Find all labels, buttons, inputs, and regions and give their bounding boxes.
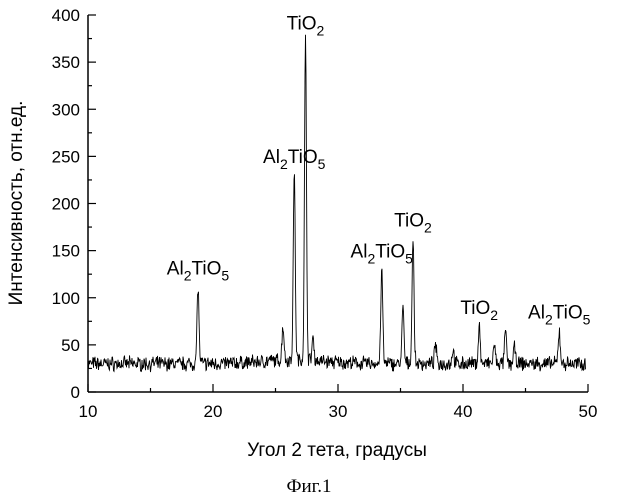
y-tick-label: 0 xyxy=(71,383,80,402)
peak-label: Al2TiO5 xyxy=(351,241,414,266)
peak-label: Al2TiO5 xyxy=(528,303,591,328)
y-tick-label: 50 xyxy=(61,336,80,355)
y-tick-label: 200 xyxy=(52,195,80,214)
peak-label-subscript: 2 xyxy=(317,22,325,38)
peak-label-subscript: 5 xyxy=(318,156,326,172)
peak-label-subscript: 2 xyxy=(545,312,553,328)
x-tick-label: 30 xyxy=(329,402,348,421)
y-tick-label: 250 xyxy=(52,147,80,166)
peak-label-subscript: 5 xyxy=(221,267,229,283)
plot-area xyxy=(88,35,586,372)
y-tick-label: 150 xyxy=(52,242,80,261)
x-tick-label: 50 xyxy=(579,402,598,421)
axes: 10 20 30 40 50 0 50 100 150 200 250 300 350 400 xyxy=(52,6,598,421)
peak-label: TiO2 xyxy=(394,210,432,235)
y-tick-label: 400 xyxy=(52,6,80,25)
peak-label-text: TiO xyxy=(375,241,405,262)
peak-label-text: TiO xyxy=(288,147,318,168)
y-tick-label: 300 xyxy=(52,100,80,119)
peak-label-text: TiO xyxy=(287,13,317,34)
y-axis-label: Интенсивность, отн.ед. xyxy=(6,101,27,306)
peak-label: TiO2 xyxy=(287,13,325,38)
peak-label: Al2TiO5 xyxy=(263,147,326,172)
y-tick-label: 100 xyxy=(52,289,80,308)
peak-label-subscript: 2 xyxy=(490,307,498,323)
peak-label-text: Al xyxy=(167,258,184,279)
x-axis-label: Угол 2 тета, градусы xyxy=(247,440,427,461)
peak-label-text: Al xyxy=(263,147,280,168)
peak-label-text: TiO xyxy=(553,303,583,324)
peak-label-subscript: 2 xyxy=(280,156,288,172)
y-tick-label: 350 xyxy=(52,53,80,72)
peak-label-subscript: 2 xyxy=(184,267,192,283)
series-line xyxy=(88,35,586,372)
peak-label-text: TiO xyxy=(460,298,490,319)
peak-annotations: Al2TiO5Al2TiO5TiO2Al2TiO5TiO2TiO2Al2TiO5 xyxy=(167,13,591,327)
peak-label-text: TiO xyxy=(192,258,222,279)
peak-label-subscript: 2 xyxy=(367,250,375,266)
x-tick-label: 40 xyxy=(454,402,473,421)
peak-label-subscript: 5 xyxy=(583,312,591,328)
peak-label-subscript: 2 xyxy=(424,219,432,235)
x-tick-label: 10 xyxy=(79,402,98,421)
peak-label: Al2TiO5 xyxy=(167,258,230,283)
figure-caption: Фиг.1 xyxy=(286,476,331,497)
peak-label: TiO2 xyxy=(460,298,498,323)
peak-label-text: Al xyxy=(528,303,545,324)
peak-label-text: TiO xyxy=(394,210,424,231)
peak-label-text: Al xyxy=(351,241,368,262)
peak-label-subscript: 5 xyxy=(405,250,413,266)
x-tick-label: 20 xyxy=(204,402,223,421)
